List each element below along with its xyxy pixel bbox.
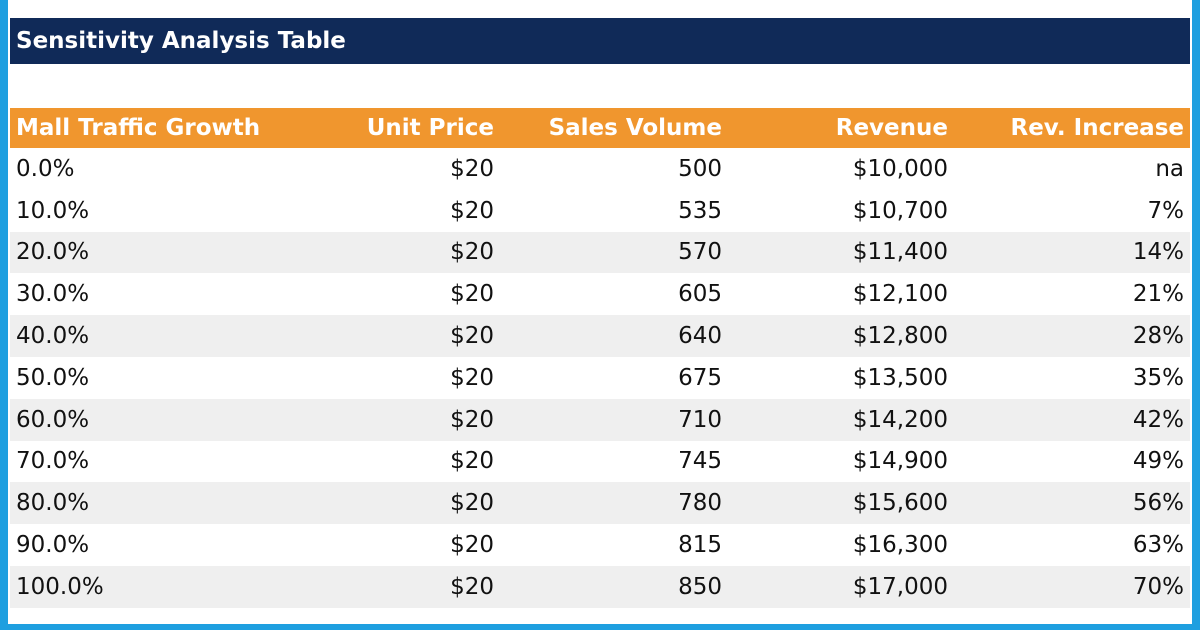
- table-cell: 535: [678, 197, 722, 224]
- table-cell: 675: [678, 364, 722, 391]
- table-cell: 570: [500, 231, 728, 274]
- table-cell: 640: [500, 315, 728, 357]
- header-cell: Rev. Increase: [954, 108, 1190, 148]
- table-cell: 7%: [1147, 197, 1185, 224]
- table-cell: $10,700: [852, 197, 948, 224]
- table-cell: 100.0%: [10, 565, 300, 608]
- table-cell: $20: [450, 532, 494, 559]
- header-cell: Mall Traffic Growth: [10, 108, 300, 148]
- table-cell: 49%: [1132, 448, 1184, 475]
- table-cell: $20: [300, 315, 500, 357]
- table-cell: 70%: [954, 565, 1190, 608]
- table-cell: 14%: [954, 231, 1190, 274]
- table-cell: $20: [300, 565, 500, 608]
- table-cell: $10,000: [852, 155, 948, 182]
- table-cell: $20: [450, 281, 494, 308]
- table-cell: 42%: [954, 398, 1190, 441]
- header-cell: Sales Volume: [500, 108, 728, 148]
- table-cell: $20: [450, 155, 494, 182]
- header-cell: Unit Price: [300, 108, 500, 148]
- table-cell: $20: [450, 197, 494, 224]
- table-cell: 0.0%: [16, 155, 75, 182]
- header-row: Mall Traffic Growth Unit Price Sales Volum…: [10, 108, 1190, 148]
- table-row: 80.0% $20 780 $15,600 56%: [10, 482, 1190, 525]
- table-cell: $20: [300, 482, 500, 525]
- table-row: 60.0% $20 710 $14,200 42%: [10, 398, 1190, 441]
- table-cell: $11,400: [728, 231, 954, 274]
- table-row: 40.0% $20 640 $12,800 28%: [10, 315, 1190, 357]
- table-cell: 500: [678, 155, 722, 182]
- table-cell: 90.0%: [16, 532, 90, 559]
- table-cell: na: [1155, 155, 1184, 182]
- table-row: 90.0% $20 815 $16,300 63%: [10, 524, 1190, 566]
- table-cell: 21%: [1132, 281, 1184, 308]
- table-cell: 710: [500, 398, 728, 441]
- sensitivity-table: Mall Traffic Growth Unit Price Sales Volum…: [10, 108, 1190, 608]
- table-row: 100.0% $20 850 $17,000 70%: [10, 565, 1190, 608]
- table-cell: 60.0%: [10, 398, 300, 441]
- table-cell: $20: [300, 231, 500, 274]
- table-cell: $20: [450, 364, 494, 391]
- table-row: 50.0% $20 675 $13,500 35%: [10, 357, 1190, 399]
- table-cell: 35%: [1132, 364, 1184, 391]
- table-row: 20.0% $20 570 $11,400 14%: [10, 231, 1190, 274]
- title-bar: Sensitivity Analysis Table: [10, 18, 1190, 64]
- table-cell: 28%: [954, 315, 1190, 357]
- table-cell: 10.0%: [16, 197, 90, 224]
- table-cell: 30.0%: [16, 281, 90, 308]
- table-body: 0.0% $20 500 $10,000 na 10.0% $20 535 $10,700 7% 2…: [10, 148, 1190, 608]
- table-cell: 780: [500, 482, 728, 525]
- table-cell: $12,100: [852, 281, 948, 308]
- table-cell: $15,600: [728, 482, 954, 525]
- table-row: 30.0% $20 605 $12,100 21%: [10, 273, 1190, 315]
- table-row: 0.0% $20 500 $10,000 na: [10, 148, 1190, 190]
- table-cell: 50.0%: [16, 364, 90, 391]
- table-cell: $17,000: [728, 565, 954, 608]
- table-row: 10.0% $20 535 $10,700 7%: [10, 190, 1190, 232]
- table-row: 70.0% $20 745 $14,900 49%: [10, 441, 1190, 483]
- table-cell: 815: [678, 532, 722, 559]
- table-cell: 63%: [1132, 532, 1184, 559]
- table-cell: $16,300: [852, 532, 948, 559]
- table-cell: $20: [300, 398, 500, 441]
- table-cell: $14,900: [852, 448, 948, 475]
- table-cell: 850: [500, 565, 728, 608]
- table-cell: 70.0%: [16, 448, 90, 475]
- table-cell: 20.0%: [10, 231, 300, 274]
- table-cell: $14,200: [728, 398, 954, 441]
- table-cell: $13,500: [852, 364, 948, 391]
- table-cell: 605: [678, 281, 722, 308]
- table-cell: 56%: [954, 482, 1190, 525]
- table-cell: 80.0%: [10, 482, 300, 525]
- table-cell: 40.0%: [10, 315, 300, 357]
- header-cell: Revenue: [728, 108, 954, 148]
- table-cell: 745: [678, 448, 722, 475]
- table-cell: $20: [450, 448, 494, 475]
- table-cell: $12,800: [728, 315, 954, 357]
